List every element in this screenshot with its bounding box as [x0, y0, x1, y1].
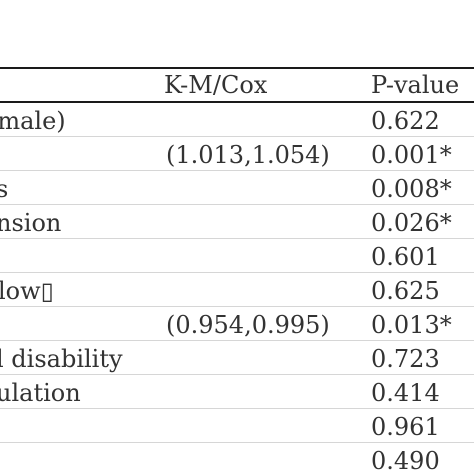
table-cell-variable: (male)	[0, 107, 66, 135]
table-cell-p: 0.026*	[371, 209, 452, 237]
table-cell-variable: nsion	[0, 209, 62, 237]
table-header-rule	[0, 101, 474, 103]
row-divider	[0, 238, 474, 239]
row-divider	[0, 170, 474, 171]
table-cell-variable: low▯	[0, 277, 54, 305]
table-cell-p: 0.008*	[371, 175, 452, 203]
table-cell-p: 0.625	[371, 277, 440, 305]
table-cell-variable: s	[0, 175, 9, 203]
row-divider	[0, 272, 474, 273]
row-divider	[0, 408, 474, 409]
table-cell-p: 0.961	[371, 413, 440, 441]
table-cell-ci: (1.013,1.054)	[166, 141, 330, 169]
table-cell-variable: l disability	[0, 345, 123, 373]
header-p-value: P-value	[371, 71, 460, 99]
header-km-cox: K-M/Cox	[164, 71, 268, 99]
row-divider	[0, 340, 474, 341]
row-divider	[0, 306, 474, 307]
table-top-rule	[0, 67, 474, 69]
row-divider	[0, 136, 474, 137]
table-cell-variable: ulation	[0, 379, 81, 407]
table-cell-p: 0.013*	[371, 311, 452, 339]
row-divider	[0, 442, 474, 443]
table-cell-p: 0.414	[371, 379, 440, 407]
table-cell-ci: (0.954,0.995)	[166, 311, 330, 339]
table-cell-p: 0.601	[371, 243, 440, 271]
row-divider	[0, 204, 474, 205]
table-cell-p: 0.723	[371, 345, 440, 373]
table-cell-p: 0.490	[371, 447, 440, 474]
row-divider	[0, 374, 474, 375]
table-cell-p: 0.001*	[371, 141, 452, 169]
table-cell-p: 0.622	[371, 107, 440, 135]
